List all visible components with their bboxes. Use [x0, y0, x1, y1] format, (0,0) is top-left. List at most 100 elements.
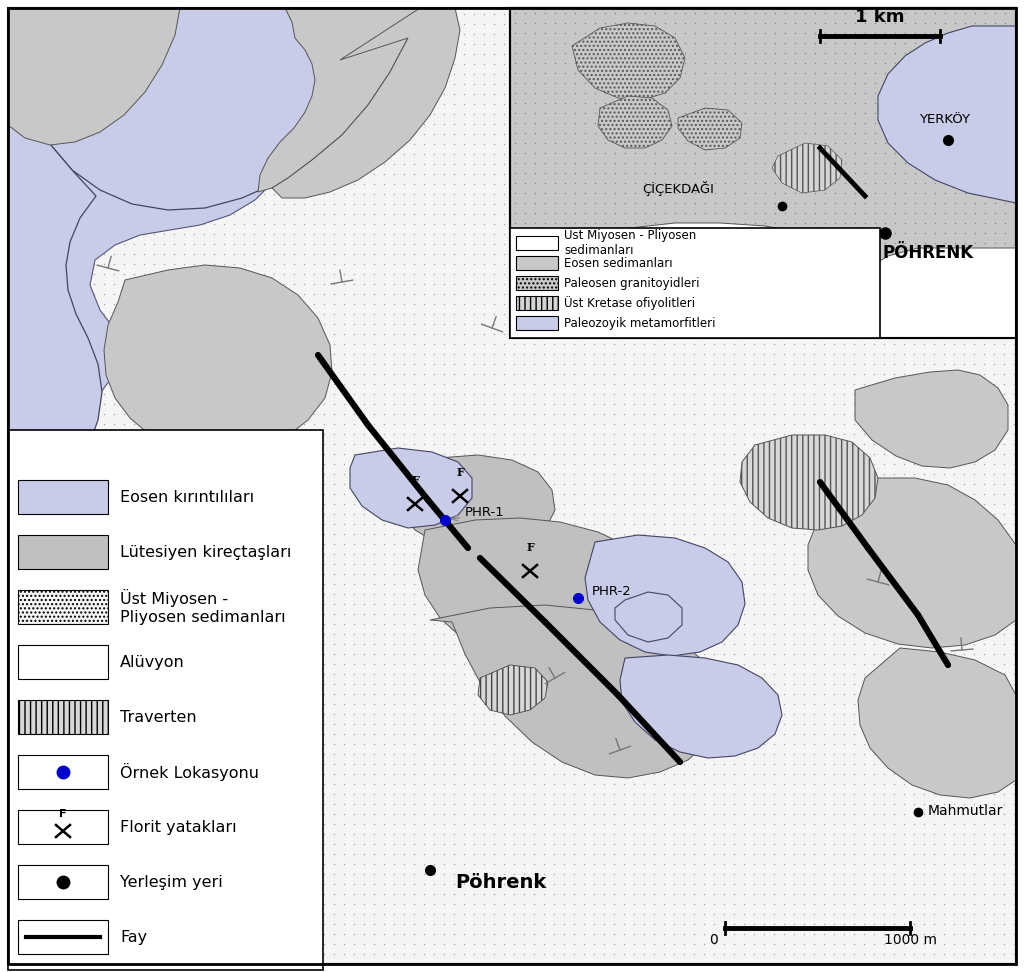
Text: F: F — [59, 809, 67, 819]
Point — [116, 336, 132, 352]
Point — [736, 206, 753, 222]
Point — [36, 886, 52, 902]
Point — [376, 906, 392, 921]
Point — [877, 275, 893, 291]
Point — [866, 286, 883, 301]
Point — [825, 146, 842, 161]
Point — [66, 296, 82, 312]
Point — [266, 677, 283, 692]
Point — [786, 315, 803, 330]
Point — [816, 756, 833, 772]
Point — [826, 116, 843, 131]
Point — [575, 136, 592, 152]
Point — [856, 746, 872, 762]
Point — [456, 926, 472, 942]
Point — [536, 446, 552, 462]
Point — [946, 626, 963, 642]
Point — [456, 826, 472, 842]
Point — [687, 25, 703, 41]
Point — [246, 56, 262, 72]
Polygon shape — [388, 455, 555, 552]
Point — [886, 786, 902, 802]
Point — [836, 96, 852, 112]
Point — [456, 366, 472, 382]
Point — [546, 556, 562, 572]
Point — [887, 205, 903, 221]
Point — [466, 886, 482, 902]
Point — [76, 777, 92, 792]
Point — [296, 926, 312, 942]
Point — [807, 125, 823, 141]
Point — [687, 55, 703, 71]
Point — [976, 707, 992, 722]
Point — [275, 316, 292, 331]
Point — [606, 607, 623, 622]
Point — [806, 626, 822, 642]
Point — [507, 135, 523, 151]
Point — [926, 66, 942, 82]
Point — [336, 546, 352, 562]
Point — [936, 607, 952, 622]
Point — [315, 146, 332, 161]
Point — [586, 467, 602, 482]
Point — [326, 286, 342, 301]
Point — [785, 356, 802, 371]
Point — [516, 847, 532, 862]
Point — [987, 175, 1004, 191]
Point — [995, 56, 1012, 72]
Polygon shape — [620, 655, 782, 758]
Point — [466, 616, 482, 632]
Point — [887, 265, 903, 281]
Point — [476, 756, 493, 772]
Point — [6, 56, 23, 72]
Point — [185, 226, 202, 242]
Point — [946, 666, 963, 681]
Point — [896, 926, 912, 942]
Point — [906, 686, 923, 702]
Point — [26, 756, 42, 772]
Point — [506, 266, 522, 282]
Point — [266, 196, 283, 212]
Point — [396, 616, 413, 632]
Point — [546, 187, 562, 202]
Point — [445, 736, 462, 751]
Point — [696, 736, 713, 751]
Point — [556, 136, 572, 152]
Point — [756, 707, 772, 722]
Point — [785, 257, 802, 272]
Point — [955, 87, 972, 102]
Point — [856, 826, 872, 842]
Point — [896, 106, 912, 122]
Point — [96, 596, 113, 611]
Point — [46, 146, 62, 161]
Point — [846, 376, 862, 392]
Point — [206, 677, 222, 692]
Point — [946, 406, 963, 422]
Point — [386, 266, 402, 282]
Point — [326, 136, 342, 152]
Point — [736, 296, 753, 312]
Point — [637, 215, 653, 230]
Point — [476, 656, 493, 672]
Point — [426, 276, 442, 292]
Point — [406, 816, 422, 832]
Point — [946, 316, 963, 331]
Point — [226, 216, 243, 231]
Point — [676, 296, 692, 312]
Point — [887, 275, 903, 291]
Point — [586, 236, 602, 252]
Point — [26, 917, 42, 932]
Point — [525, 746, 542, 762]
Point — [145, 786, 162, 802]
Point — [947, 145, 964, 160]
Point — [745, 537, 762, 552]
Point — [216, 156, 232, 172]
Point — [807, 65, 823, 81]
Point — [226, 106, 243, 122]
Point — [546, 36, 562, 52]
Point — [166, 677, 182, 692]
Point — [55, 236, 72, 252]
Point — [926, 427, 942, 442]
Point — [156, 427, 172, 442]
Point — [766, 917, 782, 932]
